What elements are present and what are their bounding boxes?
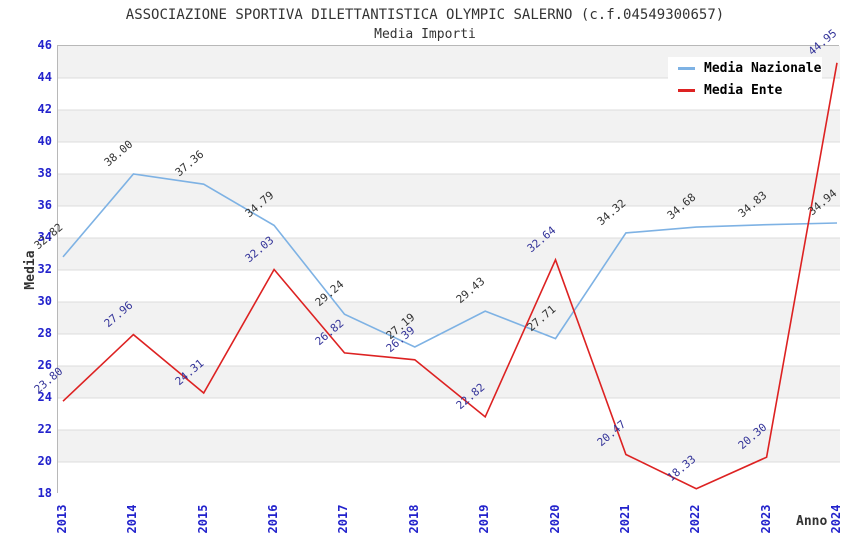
media-ente-line-swatch [678, 88, 695, 92]
x-tick-label: 2013 [55, 504, 69, 534]
x-tick-label: 2014 [125, 504, 140, 534]
plot-area [57, 45, 840, 494]
x-tick-label: 2019 [477, 504, 492, 534]
x-tick-label: 2016 [266, 504, 281, 534]
y-tick-label: 34 [37, 230, 52, 244]
x-tick-label: 2020 [547, 504, 562, 534]
x-tick-label: 2024 [829, 504, 843, 534]
y-tick-label: 42 [37, 102, 52, 116]
x-tick-label: 2017 [336, 504, 351, 534]
y-tick-label: 44 [37, 70, 52, 84]
x-tick-label: 2015 [195, 504, 210, 534]
chart-subtitle: Media Importi [374, 27, 476, 42]
x-tick-label: 2021 [617, 504, 632, 534]
y-tick-label: 28 [37, 326, 52, 340]
legend-item-media-nazionale: Media Nazionale [668, 58, 822, 78]
y-tick-label: 40 [37, 134, 52, 148]
y-tick-label: 38 [37, 166, 52, 180]
y-tick-label: 24 [37, 390, 52, 404]
y-tick-label: 26 [37, 358, 52, 372]
legend-label-media-ente: Media Ente [704, 82, 783, 98]
y-tick-label: 22 [37, 422, 52, 436]
legend: Media Nazionale Media Ente [668, 57, 822, 101]
y-tick-label: 46 [37, 38, 52, 52]
line-chart [58, 46, 840, 494]
legend-item-media-ente: Media Ente [668, 80, 822, 100]
y-tick-label: 36 [37, 198, 52, 212]
y-tick-label: 30 [37, 294, 52, 308]
chart-title: ASSOCIAZIONE SPORTIVA DILETTANTISTICA OL… [125, 7, 725, 23]
y-tick-label: 32 [37, 262, 52, 276]
x-axis-title: Anno [796, 514, 828, 529]
y-tick-label: 20 [37, 454, 52, 468]
legend-label-media-nazionale: Media Nazionale [704, 60, 822, 76]
x-tick-label: 2022 [688, 504, 703, 534]
y-tick-label: 18 [37, 486, 52, 500]
media-nazionale-line-swatch [678, 66, 695, 70]
x-tick-label: 2018 [406, 504, 421, 534]
x-tick-label: 2023 [758, 504, 773, 534]
